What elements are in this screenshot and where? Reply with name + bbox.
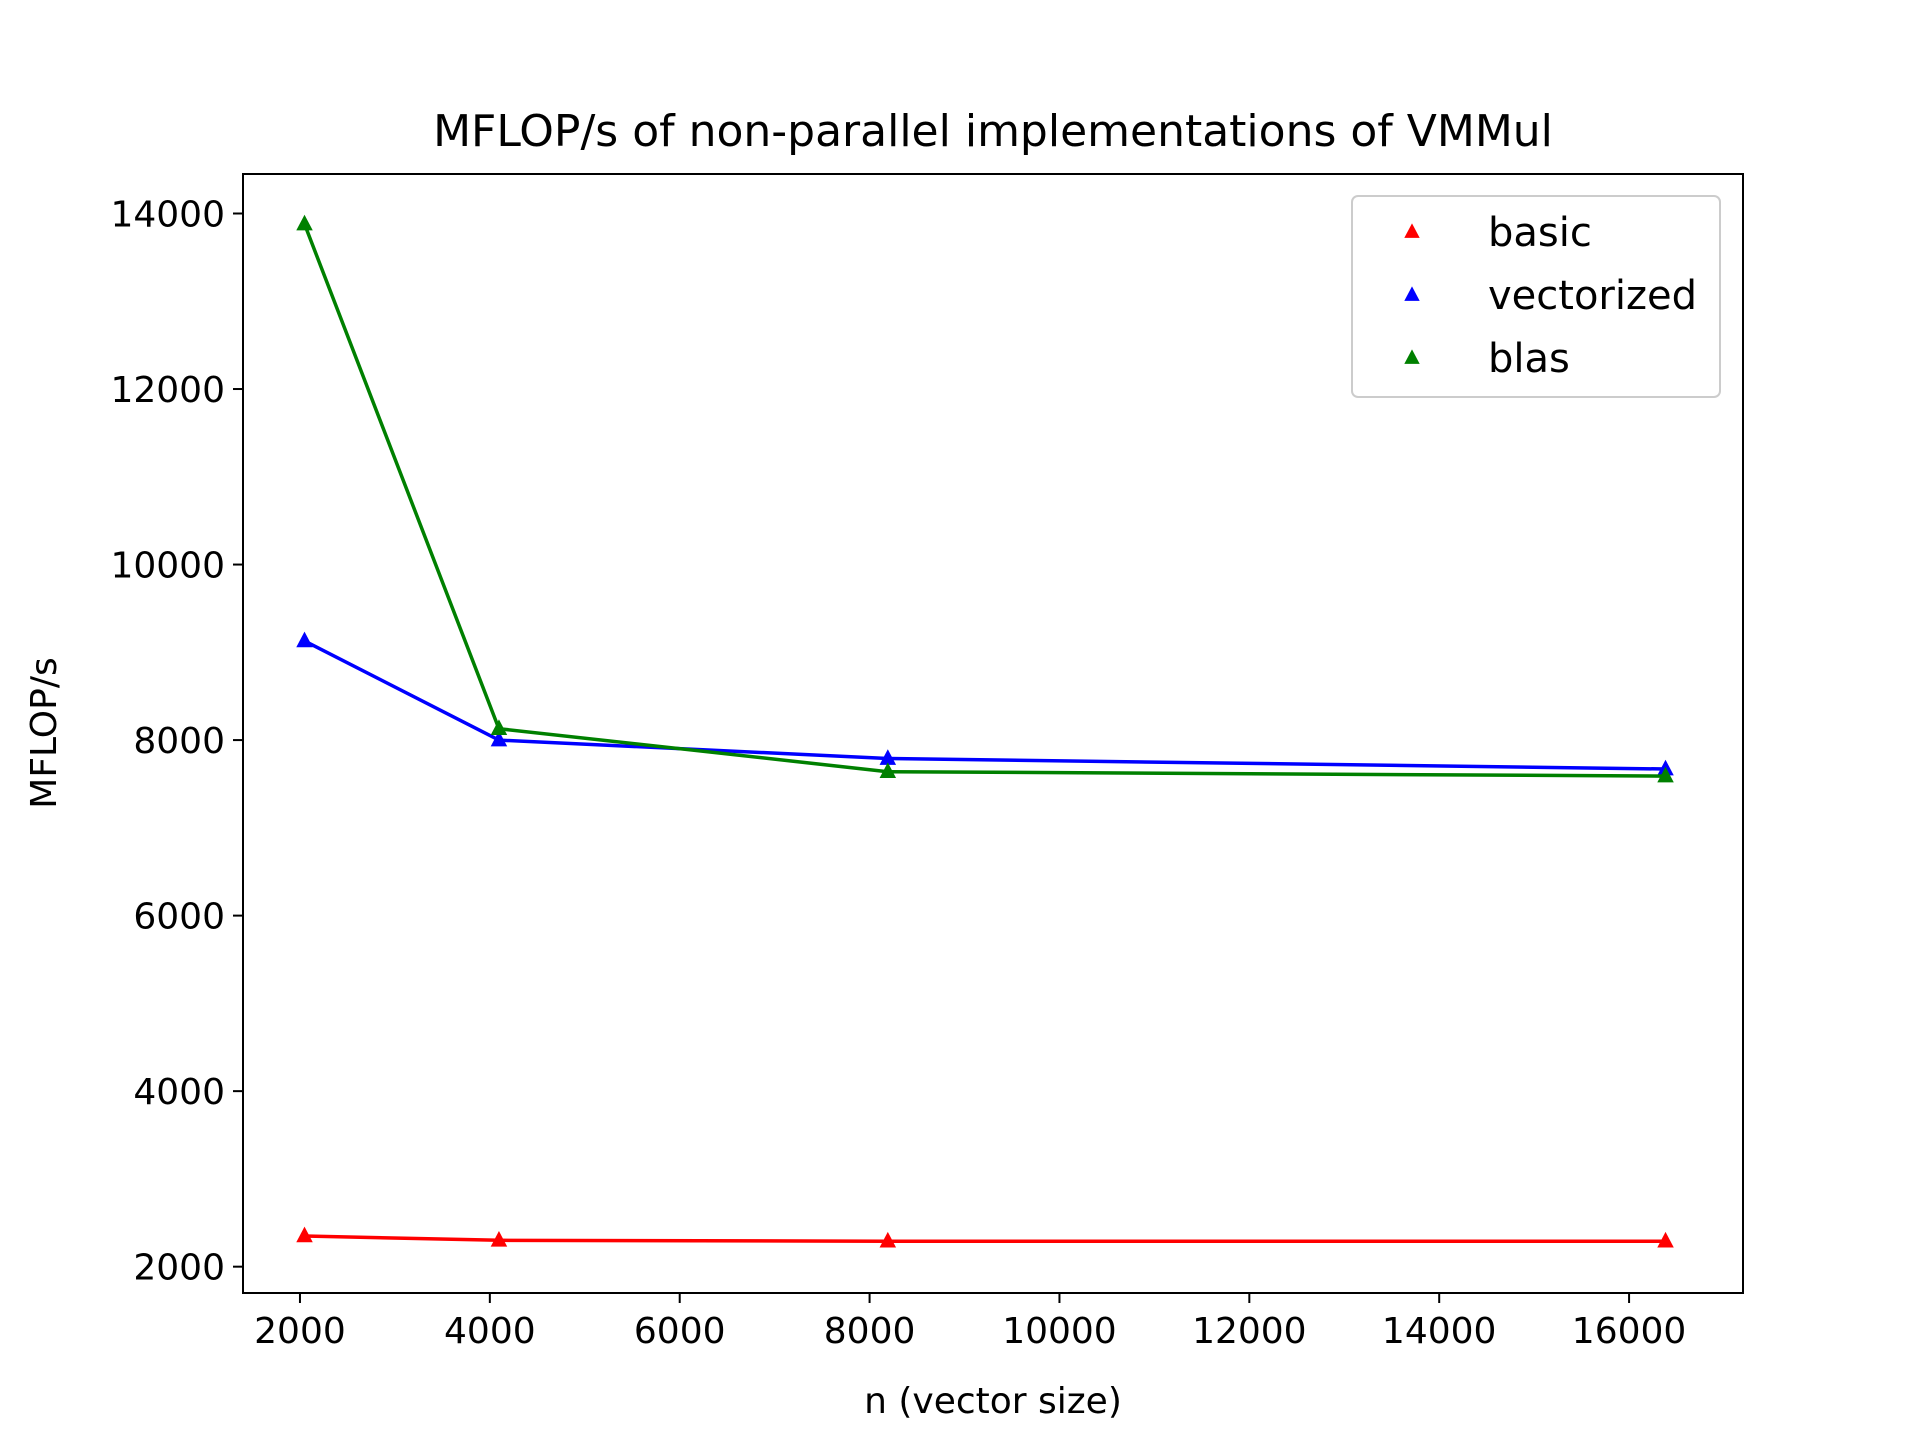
legend: basic vectorized blas: [1351, 195, 1721, 398]
y-axis-ticks: 2000 4000 6000 8000 10000 12000 14000: [110, 194, 243, 1289]
data-point-blas: [296, 214, 313, 231]
data-point-vectorized: [879, 749, 897, 765]
legend-item-vectorized: vectorized: [1404, 273, 1697, 319]
x-tick-label: 14000: [1382, 1311, 1497, 1352]
legend-item-blas: blas: [1404, 336, 1570, 382]
data-point-basic: [879, 1231, 897, 1248]
data-point-blas: [1657, 766, 1674, 783]
legend-label-vectorized: vectorized: [1488, 273, 1697, 319]
x-tick-label: 2000: [254, 1311, 346, 1352]
data-point-vectorized: [296, 631, 313, 648]
series-blas: [296, 214, 1674, 783]
legend-marker-basic: [1404, 223, 1420, 238]
y-tick-label: 8000: [133, 721, 225, 762]
x-tick-label: 8000: [824, 1311, 916, 1352]
data-point-blas: [490, 719, 508, 735]
series-line-blas: [302, 223, 1666, 778]
legend-label-blas: blas: [1488, 336, 1570, 382]
data-point-basic: [1657, 1231, 1674, 1248]
x-tick-label: 16000: [1572, 1311, 1687, 1352]
legend-label-basic: basic: [1488, 210, 1592, 256]
y-tick-label: 14000: [110, 194, 225, 235]
legend-marker-blas: [1404, 349, 1420, 364]
plot-area: [242, 173, 1744, 1294]
x-axis-label: n (vector size): [864, 1381, 1122, 1422]
y-tick-label: 10000: [110, 546, 225, 587]
x-tick-label: 10000: [1002, 1311, 1117, 1352]
data-point-vectorized: [490, 730, 508, 747]
legend-marker-vectorized: [1404, 286, 1420, 301]
data-point-blas: [879, 762, 897, 778]
data-point-basic: [490, 1231, 508, 1247]
x-axis-ticks: 2000 4000 6000 8000 10000 12000 14000 16000: [254, 1293, 1686, 1352]
data-point-basic: [296, 1226, 313, 1243]
y-tick-label: 6000: [133, 897, 225, 938]
legend-items: basic vectorized blas: [1404, 210, 1697, 382]
axes-frame: [242, 173, 1744, 1294]
chart-title: MFLOP/s of non-parallel implementations …: [433, 106, 1553, 157]
x-tick-label: 12000: [1192, 1311, 1307, 1352]
y-axis-label: MFLOP/s: [24, 657, 65, 808]
legend-box: [1351, 195, 1721, 398]
y-tick-label: 2000: [133, 1248, 225, 1289]
y-tick-label: 12000: [110, 370, 225, 411]
series-line-basic: [304, 1234, 1666, 1243]
series-basic: [296, 1226, 1674, 1248]
x-tick-label: 6000: [634, 1311, 726, 1352]
series-layer: [296, 214, 1674, 1248]
y-tick-label: 4000: [133, 1072, 225, 1113]
legend-item-basic: basic: [1404, 210, 1592, 256]
x-tick-label: 4000: [444, 1311, 536, 1352]
